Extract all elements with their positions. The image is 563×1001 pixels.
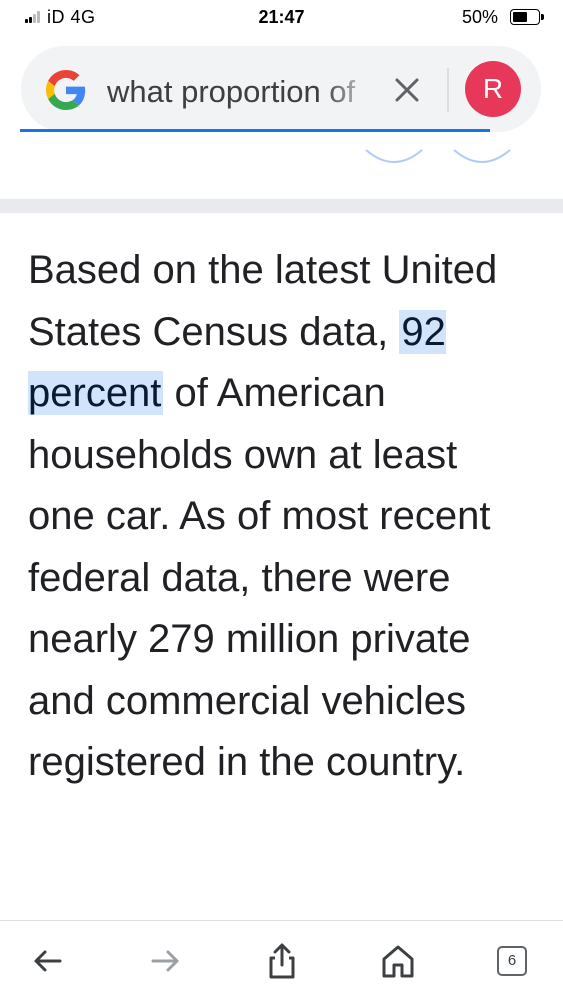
search-pill[interactable] <box>21 46 541 132</box>
status-time: 21:47 <box>258 7 305 27</box>
account-avatar[interactable]: R <box>465 61 521 117</box>
search-progress-underline <box>20 129 490 132</box>
forward-icon[interactable] <box>145 941 185 981</box>
search-bar: what proportion of R <box>21 46 541 136</box>
back-icon[interactable] <box>28 941 68 981</box>
featured-snippet-text: Based on the latest United States Census… <box>28 240 528 794</box>
snippet-text-before: Based on the latest United States Census… <box>28 248 498 354</box>
partial-chip-outline <box>453 149 511 163</box>
status-bar: iD 4G 21:47 50% <box>0 0 563 40</box>
tabs-icon[interactable]: 6 <box>497 946 527 976</box>
battery-percent: 50% <box>462 7 499 27</box>
google-logo-icon <box>46 70 86 110</box>
bottom-toolbar: 6 <box>0 920 563 1001</box>
battery-icon <box>510 9 544 25</box>
search-input[interactable]: what proportion of <box>107 74 356 109</box>
signal-strength-icon <box>25 11 41 23</box>
search-divider <box>447 68 449 112</box>
home-icon[interactable] <box>378 941 418 981</box>
snippet-text-after: of American households own at least one … <box>28 371 491 784</box>
section-separator <box>0 199 563 213</box>
carrier-label: iD 4G <box>47 7 96 27</box>
clear-icon[interactable] <box>393 76 421 104</box>
partial-chip-outline <box>365 149 423 163</box>
share-icon[interactable] <box>262 941 302 981</box>
